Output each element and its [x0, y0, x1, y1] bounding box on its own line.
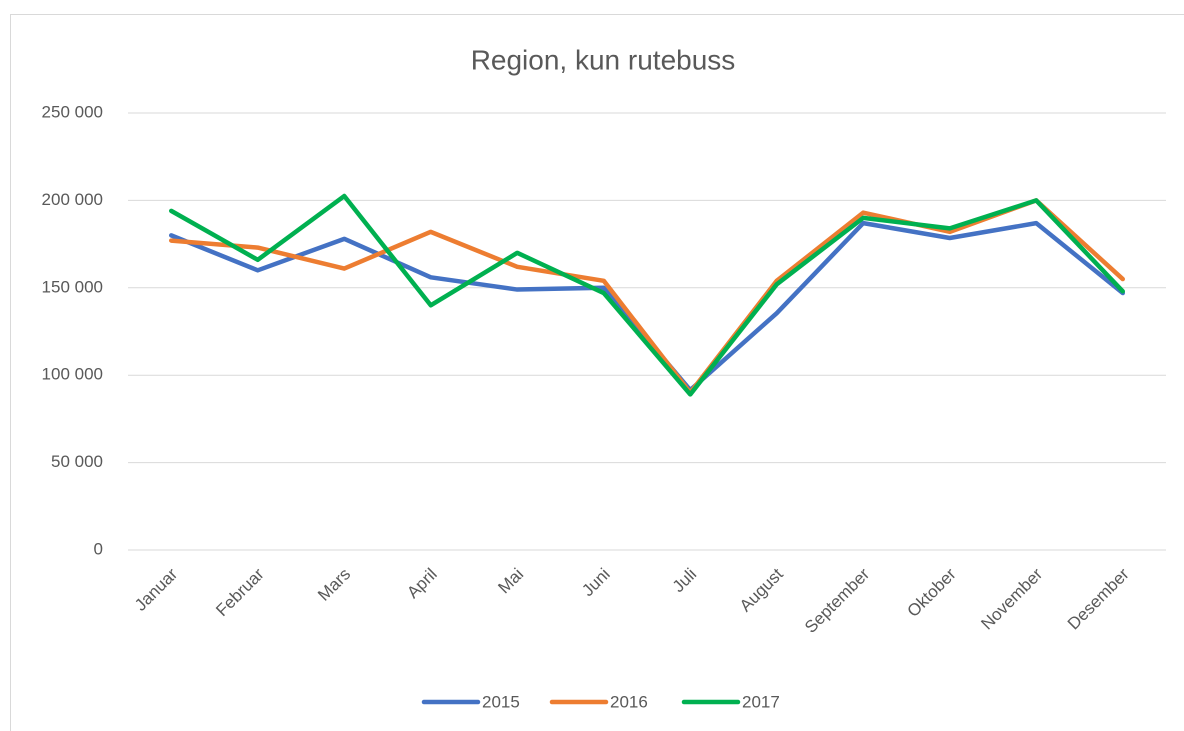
x-tick-label: Juli: [669, 565, 700, 596]
y-tick-label: 250 000: [42, 102, 103, 121]
y-tick-label: 50 000: [51, 452, 103, 471]
x-tick-label: Desember: [1064, 564, 1133, 633]
x-tick-label: Oktober: [904, 564, 960, 620]
series-line: [169, 198, 1125, 395]
x-tick-label: Juni: [578, 565, 613, 600]
x-tick-label: Mars: [314, 565, 354, 605]
y-tick-label: 150 000: [42, 277, 103, 296]
y-tick-label: 100 000: [42, 365, 103, 384]
series-line: [169, 193, 1125, 397]
y-tick-label: 200 000: [42, 190, 103, 209]
chart-title: Region, kun rutebuss: [471, 44, 736, 75]
x-tick-label: Januar: [131, 564, 181, 614]
x-tick-label: November: [977, 564, 1046, 633]
legend-label: 2015: [482, 692, 520, 711]
x-tick-label: Mai: [494, 565, 527, 598]
x-tick-label: Februar: [212, 564, 268, 620]
x-tick-label: April: [403, 565, 440, 602]
chart-frame: [10, 14, 1184, 731]
legend-label: 2016: [610, 692, 648, 711]
x-tick-label: August: [736, 564, 787, 615]
y-tick-label: 0: [94, 539, 103, 558]
legend-label: 2017: [742, 692, 780, 711]
x-tick-label: September: [801, 564, 873, 636]
series-line: [169, 220, 1125, 393]
